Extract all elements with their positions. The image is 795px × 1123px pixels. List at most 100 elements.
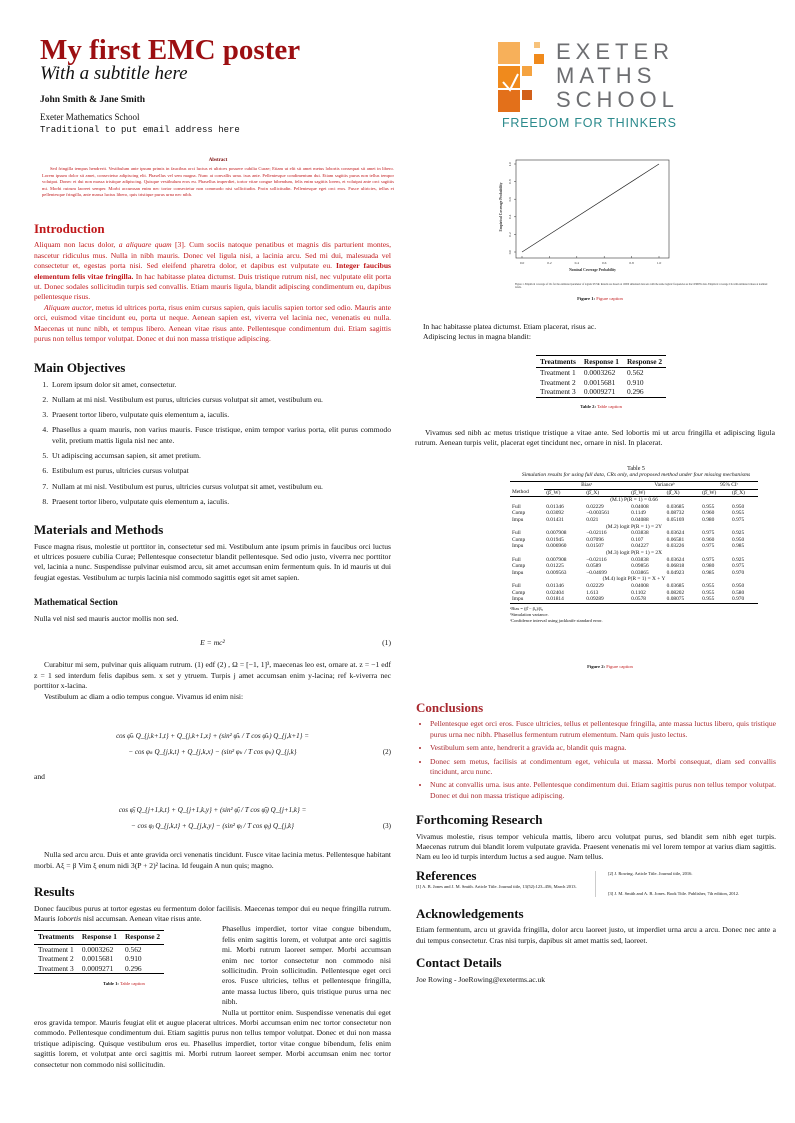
caption-text: Figure caption (606, 664, 633, 669)
footnote: ᵇSimulation variance. (510, 611, 549, 617)
results-table-wrap: Treatments Response 1 Response 2 Treatment … (34, 924, 214, 1007)
table-cell: 0.007908 (546, 530, 567, 537)
results-table: Treatments Response 1 Response 2 Treatment … (34, 930, 165, 975)
right-paragraph-2: Vivamus sed nibh ac metus tristique tris… (415, 428, 775, 448)
table-cell: 0.01346 (546, 582, 564, 589)
column-header: Method (512, 489, 529, 496)
objective-item: Praesent tortor libero, vulputate quis e… (50, 497, 391, 507)
table-cell: 0.01507 (586, 543, 604, 550)
table-cell: 0.01814 (546, 596, 564, 603)
math-paragraph-2: Vestibulum ac diam a odio tempus congue.… (44, 691, 244, 701)
math-paragraph: Curabitur mi sem, pulvinar quis aliquam … (34, 660, 391, 691)
table-cell: 0.01431 (546, 516, 564, 523)
objective-item: Praesent tortor libero, vulputate quis e… (50, 410, 391, 420)
column-header: Response 2 (120, 930, 165, 945)
table-2: Treatments Response 1 Response 2 Treatment … (536, 355, 667, 398)
logo-line-3: SCHOOL (556, 87, 679, 112)
authors: John Smith & Jane Smith (40, 95, 146, 105)
table-cell: 0.950 (732, 582, 745, 589)
table-cell: Comp (512, 589, 526, 596)
table-cell: 0.955 (702, 596, 715, 603)
column-header: Response 2 (622, 355, 667, 368)
table-cell: 0.03624 (666, 530, 685, 537)
forthcoming-text: Vivamus molestie, risus tempor vehicula … (416, 831, 776, 862)
references-heading: References (416, 867, 477, 883)
caption-text: Figure caption (596, 296, 623, 301)
methods-heading: Materials and Methods (34, 522, 164, 538)
table-cell: Treatment 3 (536, 387, 580, 398)
caption-label: Figure 1: (577, 296, 596, 301)
table-row: Treatment 2 0.0015681 0.910 (34, 954, 164, 964)
table-cell: Impu (512, 543, 524, 550)
and-text: and (34, 771, 45, 781)
table-cell: 0.08075 (666, 596, 685, 603)
conclusions-section: Conclusions Pellentesque eget orci eros.… (416, 701, 776, 801)
table-cell: 0.08202 (666, 589, 685, 596)
abstract-heading: Abstract (208, 158, 228, 163)
logo-squares-icon (498, 42, 544, 112)
table-cell: 0.955 (702, 582, 715, 589)
forthcoming-heading: Forthcoming Research (416, 812, 543, 828)
right-column-lower: Conclusions Pellentesque eget orci eros.… (416, 701, 776, 985)
table-cell: 0.955 (702, 503, 715, 510)
reference-3: [3] J. M. Smith and A. B. Jones. Book Ti… (608, 890, 740, 896)
y-tick-label: 0.6 (508, 197, 512, 202)
block-label-row: (M.3) logit P(R = 1) = 2X (510, 550, 758, 557)
table-cell: 0.04923 (666, 569, 685, 576)
table-row: Comp 0.01945 0.07096 0.107 0.06581 0.960 0.950 (510, 537, 758, 544)
table-cell: 0.0009271 (579, 387, 623, 398)
equation-line: − cos φⱼ Q_{j,k,t} + Q_{j,k,y} − (sin² φ… (131, 822, 294, 831)
table-cell: 0.04088 (631, 516, 649, 523)
column-header: Response 1 (77, 930, 121, 945)
table-row: Comp 0.01225 0.0589 0.09856 0.06818 0.980 0.97… (510, 563, 758, 570)
table-cell: 0.0003262 (583, 368, 616, 377)
table-cell: 0.021 (586, 516, 599, 523)
column-header: (β̂_X) (586, 489, 600, 496)
text: , metus id ultrices porta, risus enim cu… (34, 302, 391, 344)
table-row: Full 0.007908 −0.02116 0.03838 0.03624 0.975 0… (510, 530, 758, 537)
figure-1-caption: Figure 1: Figure caption (500, 296, 700, 301)
table-cell: 1.613 (586, 589, 599, 596)
table-cell: 0.0589 (586, 563, 602, 570)
equation-line: cos φ̄ⱼ Q_{j+1,k,t} + Q_{j+1,k,y} + (sin… (118, 806, 307, 815)
table-cell: 0.1102 (631, 589, 646, 596)
table-cell: 0.296 (120, 963, 165, 975)
table-cell: 0.03226 (666, 543, 685, 550)
figure-2-caption: Figure 2: Figure caption (510, 664, 710, 669)
group-header: 95% CIᶜ (700, 481, 758, 490)
table-cell: −0.04699 (586, 569, 607, 576)
x-axis-label: Nominal Coverage Probability (569, 268, 616, 272)
table-cell: 0.1149 (631, 510, 646, 517)
caption-text: Table caption (120, 981, 145, 987)
contact-heading: Contact Details (416, 955, 502, 971)
text: [3]. Cum sociis natoque penatibus et mag… (34, 240, 391, 271)
affiliation: Exeter Mathematics School (40, 112, 140, 122)
table-cell: 0.05169 (666, 516, 685, 523)
table-cell: 0.07096 (586, 536, 604, 543)
table-2-wrap: Treatments Response 1 Response 2 Treatment … (536, 355, 667, 409)
acknowledgements-text: Etiam fermentum, arcu ut gravida fringil… (416, 925, 776, 945)
table-cell: 0.975 (702, 543, 715, 550)
table-cell: Full (512, 530, 521, 537)
table-cell: Full (512, 556, 521, 563)
table-1-caption: Table 1: Table caption (34, 979, 214, 989)
methods-section: Materials and Methods Fusce magna risus,… (34, 522, 391, 871)
figure-1-inner-caption: Figure 1. Empirical coverage of CIs for … (515, 283, 768, 290)
table-cell: Treatment 1 (38, 944, 74, 954)
objectives-list: Lorem ipsum dolor sit amet, consectetur.… (34, 380, 391, 507)
caption-label: Figure 2: (587, 664, 606, 669)
table-cell: 0.955 (732, 510, 745, 517)
footnote: ᶜConfidence interval using jackknife sta… (510, 617, 603, 623)
equation-2: cos φ̄ₖ Q_{j,k+1,t} + Q_{j,k+1,x} + (sin… (34, 728, 391, 760)
empty-cell (510, 482, 544, 490)
school-logo: EXETER MATHS SCHOOL FREEDOM FOR THINKERS (496, 40, 718, 132)
table-cell: 0.975 (732, 563, 745, 570)
logo-tagline: FREEDOM FOR THINKERS (502, 116, 677, 130)
text: gravida tempor. Mauris feugiat elit et a… (34, 1018, 391, 1069)
column-header: (β̂_W) (631, 489, 646, 496)
text: Donec faucibus purus at tortor egestas e… (34, 903, 391, 924)
y-tick-label: 1.0 (508, 162, 512, 167)
table-cell: 0.975 (702, 530, 715, 537)
x-tick-label: 0.0 (520, 261, 525, 265)
table-row: Treatment 3 0.0009271 0.296 (536, 387, 667, 398)
